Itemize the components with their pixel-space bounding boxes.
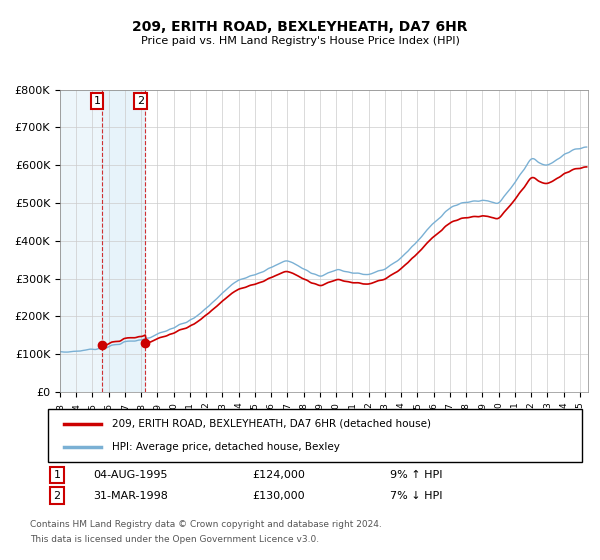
Text: This data is licensed under the Open Government Licence v3.0.: This data is licensed under the Open Gov… bbox=[30, 535, 319, 544]
Bar bbox=[60, 90, 102, 392]
Text: Contains HM Land Registry data © Crown copyright and database right 2024.: Contains HM Land Registry data © Crown c… bbox=[30, 520, 382, 529]
Text: 209, ERITH ROAD, BEXLEYHEATH, DA7 6HR (detached house): 209, ERITH ROAD, BEXLEYHEATH, DA7 6HR (d… bbox=[112, 419, 431, 429]
Bar bbox=[60, 90, 102, 392]
Text: 2: 2 bbox=[137, 96, 144, 106]
Text: 7% ↓ HPI: 7% ↓ HPI bbox=[390, 491, 443, 501]
Text: 209, ERITH ROAD, BEXLEYHEATH, DA7 6HR: 209, ERITH ROAD, BEXLEYHEATH, DA7 6HR bbox=[132, 20, 468, 34]
Text: £130,000: £130,000 bbox=[252, 491, 305, 501]
Text: 31-MAR-1998: 31-MAR-1998 bbox=[93, 491, 168, 501]
Text: Price paid vs. HM Land Registry's House Price Index (HPI): Price paid vs. HM Land Registry's House … bbox=[140, 36, 460, 46]
Text: £124,000: £124,000 bbox=[252, 470, 305, 480]
Text: 1: 1 bbox=[94, 96, 101, 106]
Bar bbox=[102, 90, 145, 392]
Text: 04-AUG-1995: 04-AUG-1995 bbox=[93, 470, 167, 480]
Text: 9% ↑ HPI: 9% ↑ HPI bbox=[390, 470, 443, 480]
Text: 2: 2 bbox=[53, 491, 61, 501]
Text: HPI: Average price, detached house, Bexley: HPI: Average price, detached house, Bexl… bbox=[112, 442, 340, 452]
FancyBboxPatch shape bbox=[48, 409, 582, 462]
Text: 1: 1 bbox=[53, 470, 61, 480]
